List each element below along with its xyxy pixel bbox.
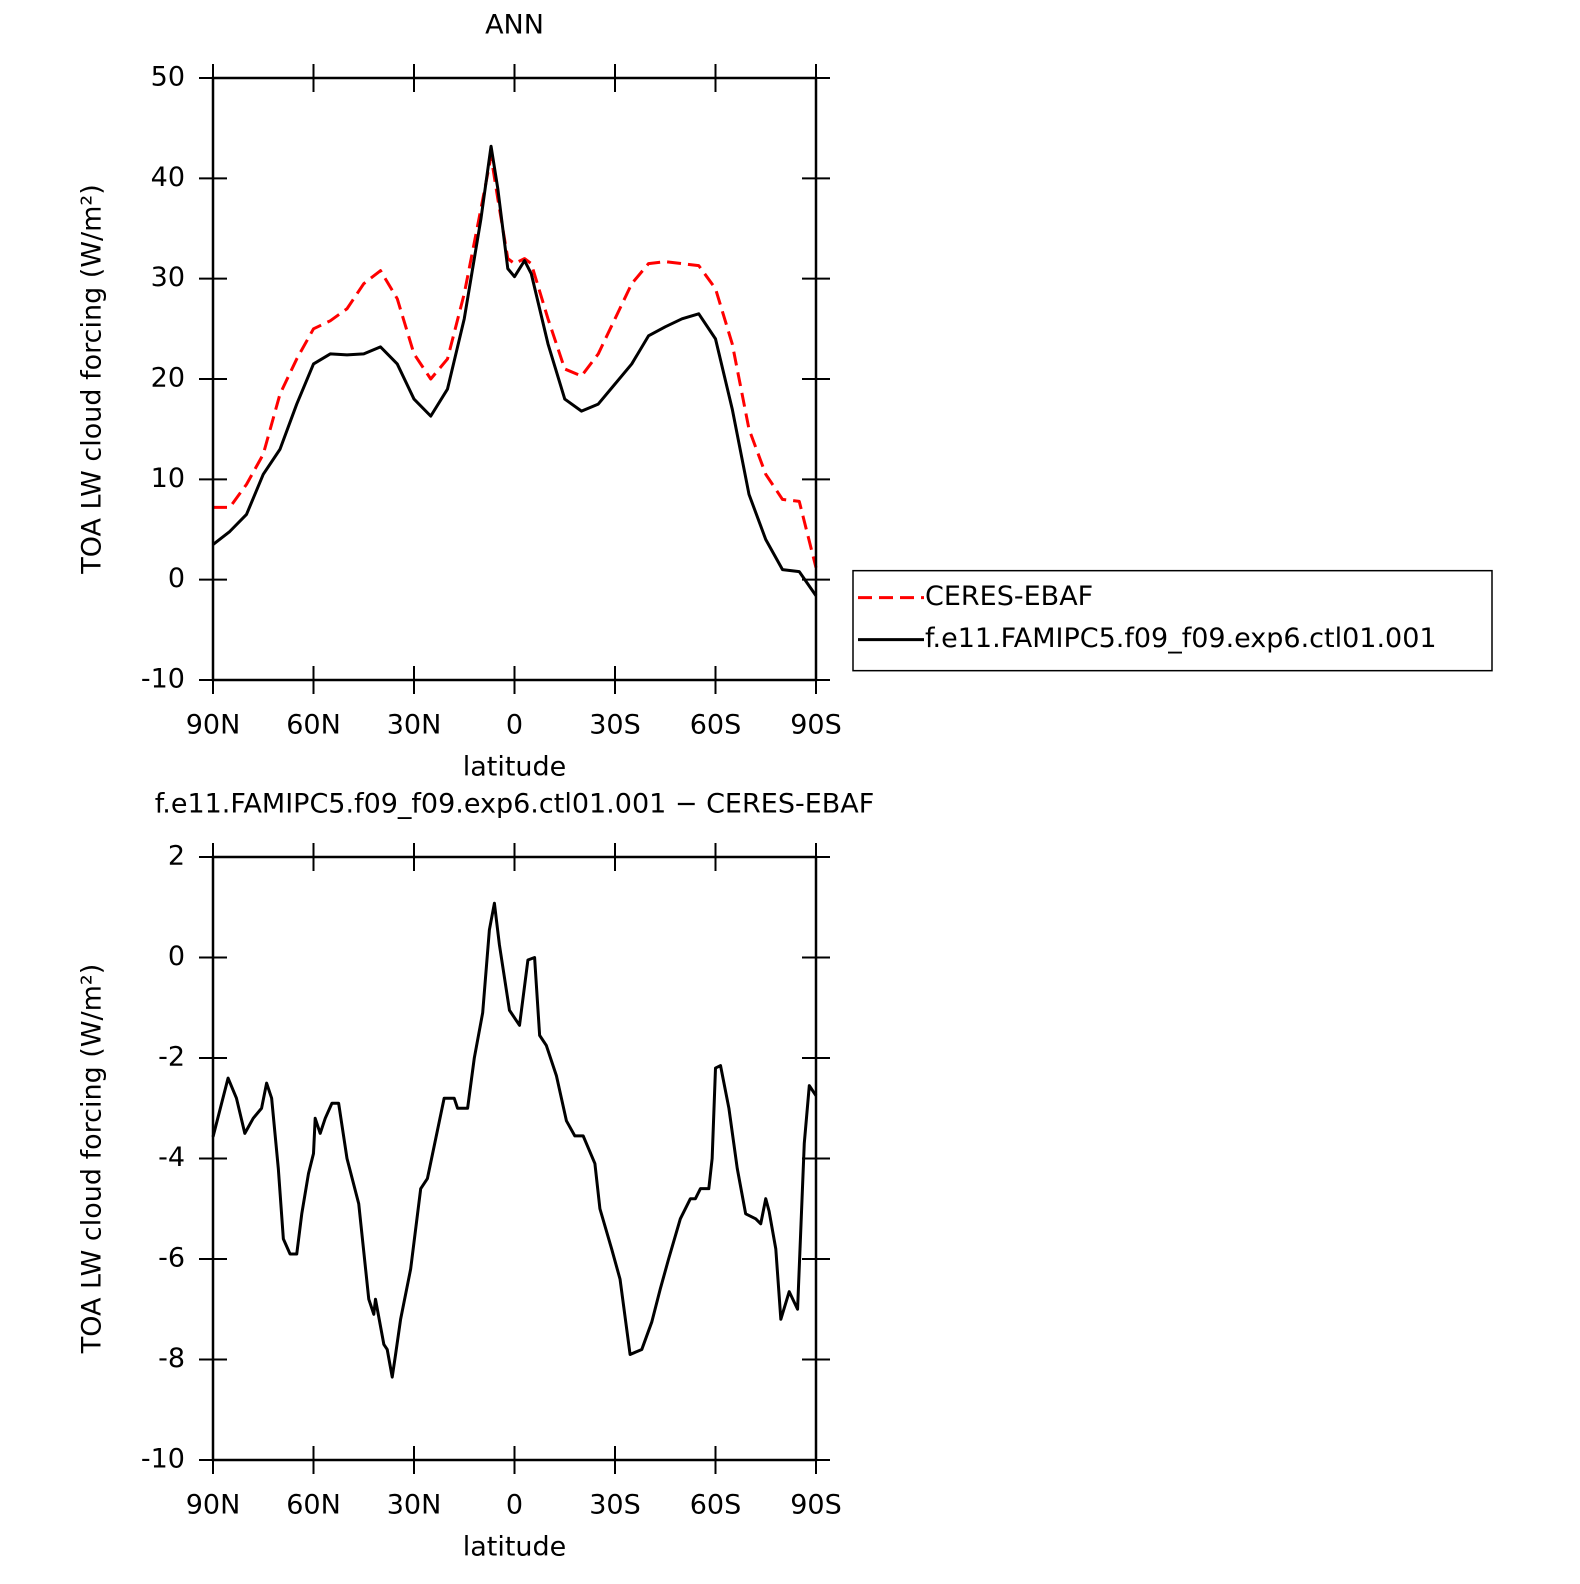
y-tick-label: 40 xyxy=(151,162,185,193)
y-tick-label: -8 xyxy=(158,1343,185,1374)
y-tick-label: -4 xyxy=(158,1142,185,1173)
x-tick-label: 30S xyxy=(589,1490,641,1521)
legend-box xyxy=(852,569,1493,672)
y-tick-label: 20 xyxy=(151,363,185,394)
chart-title: f.e11.FAMIPC5.f09_f09.exp6.ctl01.001 − C… xyxy=(155,789,875,820)
x-tick-label: 60S xyxy=(690,710,742,741)
y-tick-label: 30 xyxy=(151,262,185,293)
legend-label: f.e11.FAMIPC5.f09_f09.exp6.ctl01.001 xyxy=(925,623,1437,654)
x-tick-label: 60S xyxy=(690,1490,742,1521)
chart-title: ANN xyxy=(485,10,544,41)
x-tick-label: 90S xyxy=(790,710,842,741)
y-tick-label: -6 xyxy=(158,1243,185,1274)
x-tick-label: 90S xyxy=(790,1490,842,1521)
plot-frame xyxy=(211,855,818,1462)
y-tick-label: -10 xyxy=(141,1444,185,1475)
x-tick-label: 0 xyxy=(506,1490,523,1521)
x-tick-label: 30N xyxy=(387,1490,442,1521)
y-tick-label: 10 xyxy=(151,463,185,494)
legend-label: CERES-EBAF xyxy=(925,581,1093,612)
x-tick-label: 30N xyxy=(387,710,442,741)
plot-frame xyxy=(211,76,818,682)
data-line xyxy=(212,144,818,597)
y-axis-label: TOA LW cloud forcing (W/m²) xyxy=(77,184,108,575)
y-tick-label: 50 xyxy=(151,62,185,93)
y-axis-label: TOA LW cloud forcing (W/m²) xyxy=(77,964,108,1355)
x-axis-label: latitude xyxy=(463,1532,567,1563)
x-tick-label: 0 xyxy=(506,710,523,741)
y-tick-label: 0 xyxy=(168,941,185,972)
x-tick-label: 30S xyxy=(589,710,641,741)
data-line xyxy=(211,901,818,1379)
y-tick-label: 2 xyxy=(168,841,185,872)
data-line xyxy=(213,154,818,568)
y-tick-label: -10 xyxy=(141,664,185,695)
x-tick-label: 90N xyxy=(186,710,241,741)
x-axis-label: latitude xyxy=(463,752,567,783)
y-tick-label: -2 xyxy=(158,1042,185,1073)
x-tick-label: 60N xyxy=(286,710,341,741)
x-tick-label: 90N xyxy=(186,1490,241,1521)
y-tick-label: 0 xyxy=(168,563,185,594)
x-tick-label: 60N xyxy=(286,1490,341,1521)
